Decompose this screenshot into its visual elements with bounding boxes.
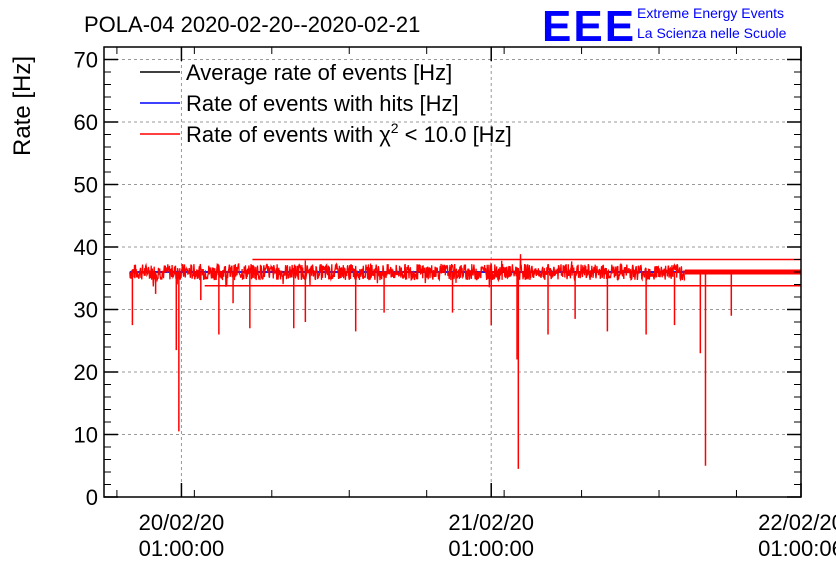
y-tick-label: 30	[74, 298, 98, 323]
y-tick-label: 50	[74, 173, 98, 198]
eee-logo-line1: Extreme Energy Events	[637, 5, 784, 21]
y-tick-label: 60	[74, 110, 98, 135]
legend: Average rate of events [Hz] Rate of event…	[140, 60, 512, 147]
chart-title: POLA-04 2020-02-20--2020-02-21	[84, 12, 420, 37]
x-tick-time: 01:00:00	[448, 536, 534, 561]
plot-area	[129, 254, 801, 469]
x-tick-time: 01:00:00	[139, 536, 225, 561]
x-tick-date: 21/02/20	[448, 510, 534, 535]
y-tick-label: 70	[74, 48, 98, 73]
y-axis-label: Rate [Hz]	[9, 56, 36, 156]
y-tick-label: 40	[74, 235, 98, 260]
x-tick-date: 22/02/20	[758, 510, 836, 535]
legend-label: Rate of events with χ2 < 10.0 [Hz]	[186, 120, 512, 147]
x-axis: 20/02/2001:00:0021/02/2001:00:0022/02/20…	[116, 47, 836, 561]
y-tick-label: 20	[74, 360, 98, 385]
y-tick-label: 10	[74, 423, 98, 448]
y-tick-label: 0	[86, 485, 98, 510]
eee-logo-line2: La Scienza nelle Scuole	[637, 25, 787, 41]
legend-label: Rate of events with hits [Hz]	[186, 91, 459, 116]
legend-label: Average rate of events [Hz]	[186, 60, 452, 85]
x-tick-time: 01:00:06	[758, 536, 836, 561]
x-tick-date: 20/02/20	[139, 510, 225, 535]
red-rate-series	[129, 254, 686, 288]
eee-logo-letters: EEE	[542, 2, 636, 51]
y-axis: 0 10 20 30 40 50 60 70	[74, 46, 801, 510]
